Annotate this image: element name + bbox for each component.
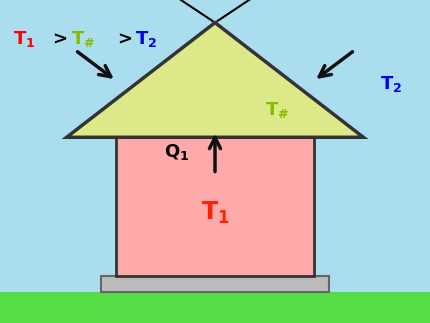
Text: $\mathbf{>}$: $\mathbf{>}$ (49, 30, 68, 48)
Text: $\mathbf{T_2}$: $\mathbf{T_2}$ (135, 29, 158, 49)
Bar (0, 292, 430, 323)
Bar (101, 276, 329, 292)
Text: $\mathbf{T_1}$: $\mathbf{T_1}$ (13, 29, 35, 49)
Text: $\mathbf{T_1}$: $\mathbf{T_1}$ (201, 200, 229, 226)
Text: $\mathbf{T_\#}$: $\mathbf{T_\#}$ (265, 100, 289, 120)
Polygon shape (67, 23, 363, 137)
Text: $\mathbf{T_\#}$: $\mathbf{T_\#}$ (71, 29, 95, 49)
Text: $\mathbf{Q_1}$: $\mathbf{Q_1}$ (164, 142, 189, 162)
Bar (116, 137, 314, 276)
Text: $\mathbf{>}$: $\mathbf{>}$ (114, 30, 132, 48)
Text: $\mathbf{T_2}$: $\mathbf{T_2}$ (380, 74, 402, 94)
